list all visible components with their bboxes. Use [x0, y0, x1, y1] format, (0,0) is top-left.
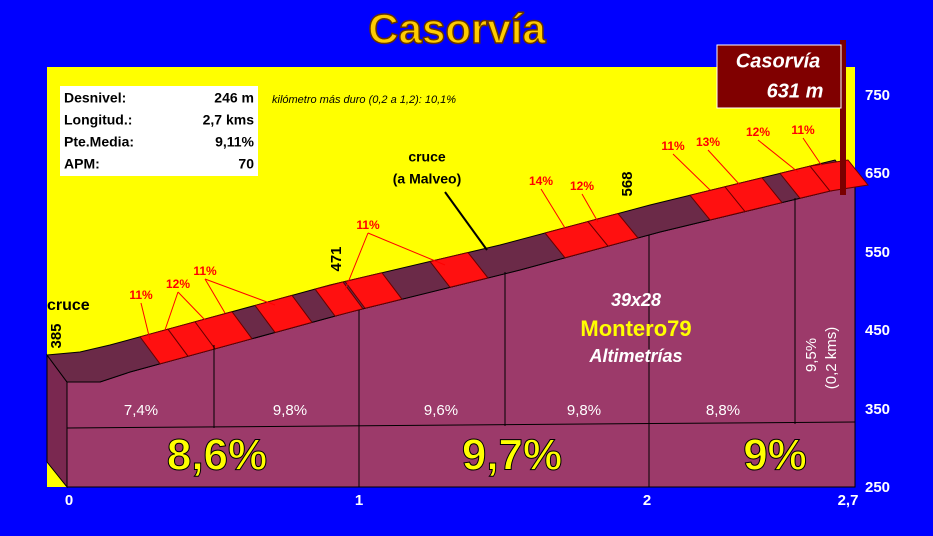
steep-segment — [724, 177, 783, 213]
x-tick-label: 2 — [643, 492, 651, 509]
steep-segment — [194, 311, 253, 350]
section-gradient: 9% — [743, 431, 807, 480]
steep-segment — [314, 281, 364, 317]
stats-box — [60, 86, 258, 176]
label-pointer — [672, 153, 711, 191]
junction-pointer — [444, 191, 488, 251]
last-section: 9,5% — [803, 338, 820, 372]
stat-label: APM: — [64, 156, 100, 172]
label-pointer — [177, 291, 206, 321]
label-pointer — [540, 188, 566, 229]
altitude-marker: 471 — [328, 246, 345, 271]
label-pointer — [164, 291, 179, 331]
segment-label: 12% — [746, 125, 770, 139]
label-pointer — [802, 137, 823, 167]
credit: Altimetrías — [588, 346, 682, 366]
label-pointer — [367, 232, 446, 266]
label-pointer — [707, 149, 741, 186]
label-pointer — [757, 139, 799, 173]
x-tick-label: 0 — [65, 492, 73, 509]
y-tick-label: 750 — [865, 87, 890, 104]
last-section: (0,2 kms) — [823, 327, 840, 390]
segment-label: 12% — [166, 277, 190, 291]
km-gradient: 7,4% — [124, 402, 158, 419]
stat-value: 2,7 kms — [203, 112, 255, 128]
km-gradient: 9,6% — [424, 402, 458, 419]
stat-value: 246 m — [214, 90, 254, 106]
credit: 39x28 — [611, 290, 661, 310]
steep-segment — [429, 251, 489, 288]
km-gradient: 9,8% — [567, 402, 601, 419]
hardest-km: kilómetro más duro (0,2 a 1,2): 10,1% — [272, 94, 456, 106]
stat-value: 70 — [238, 156, 254, 172]
divider — [66, 421, 856, 429]
steep-segment — [254, 294, 313, 334]
stat-label: Longitud.: — [64, 112, 132, 128]
segment-label: 12% — [570, 179, 594, 193]
steep-segment — [809, 159, 869, 192]
title: Casorvía — [368, 5, 546, 52]
label-pointer — [140, 302, 151, 341]
y-tick-label: 250 — [865, 479, 890, 496]
segment-label: 11% — [791, 123, 815, 137]
km-gradient: 8,8% — [706, 402, 740, 419]
summit-sign — [716, 44, 842, 109]
x-tick-label: 2,7 — [838, 492, 859, 509]
summit-altitude: 631 m — [767, 80, 824, 102]
label-pointer — [204, 278, 226, 314]
label-pointer — [204, 278, 276, 306]
summit-name: Casorvía — [736, 50, 821, 72]
altitude-marker: 385 — [48, 323, 65, 348]
credit: Montero79 — [580, 316, 691, 341]
section-gradient: 8,6% — [167, 431, 267, 480]
segment-label: 14% — [529, 174, 553, 188]
segment-label: 11% — [661, 139, 685, 153]
y-tick-label: 650 — [865, 165, 890, 182]
stat-label: Desnivel: — [64, 90, 126, 106]
steep-segment — [344, 272, 403, 309]
stat-label: Pte.Media: — [64, 134, 134, 150]
y-tick-label: 350 — [865, 401, 890, 418]
section-gradient: 9,7% — [462, 431, 562, 480]
x-tick-label: 1 — [355, 492, 363, 509]
km-gradient: 9,8% — [273, 402, 307, 419]
start-note: cruce — [47, 297, 90, 314]
label-pointer — [581, 193, 599, 223]
segment-label: 11% — [356, 218, 380, 232]
steep-segment — [587, 212, 639, 247]
y-tick-label: 450 — [865, 322, 890, 339]
segment-label: 11% — [193, 264, 217, 278]
stat-value: 9,11% — [215, 134, 254, 150]
junction-note: cruce — [408, 149, 446, 165]
steep-segments — [139, 159, 869, 365]
altitude-marker: 568 — [619, 171, 636, 196]
label-pointer — [344, 232, 369, 291]
y-tick-label: 550 — [865, 244, 890, 261]
segment-label: 11% — [129, 288, 153, 302]
junction-note: (a Malveo) — [393, 171, 461, 187]
segment-label: 13% — [696, 135, 720, 149]
